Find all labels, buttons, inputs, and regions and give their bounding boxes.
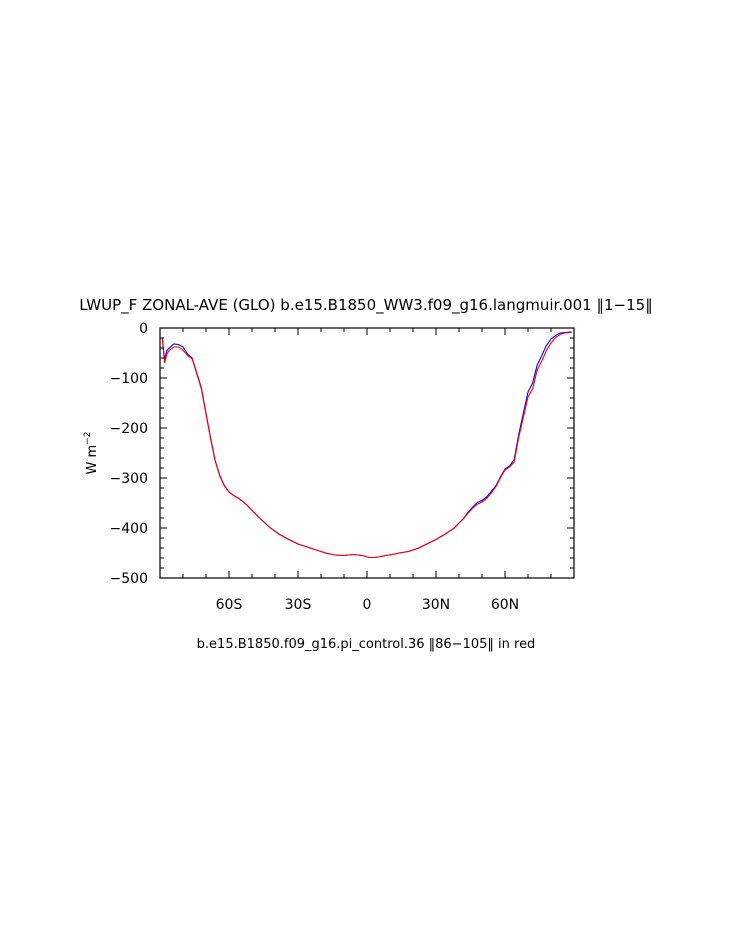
- y-tick-label: 0: [139, 321, 148, 337]
- x-tick-label: 30S: [285, 597, 312, 613]
- x-tick-label: 60S: [216, 597, 243, 613]
- tick-labels: 60S 30S 0 30N 60N 0 −100 −200 −300 −400 −500: [110, 321, 520, 613]
- y-tick-label: −300: [110, 471, 148, 487]
- x-tick-label: 0: [363, 597, 372, 613]
- chart-title: LWUP_F ZONAL-AVE (GLO) b.e15.B1850_WW3.f…: [79, 296, 652, 315]
- y-tick-label: −100: [110, 371, 148, 387]
- tick-marks: [160, 327, 574, 579]
- x-tick-label: 60N: [491, 597, 519, 613]
- x-tick-label: 30N: [422, 597, 450, 613]
- chart-subtitle: b.e15.B1850.f09_g16.pi_control.36 ‖86−10…: [197, 637, 536, 652]
- y-tick-label: −500: [110, 571, 148, 587]
- series-line-1: [161, 331, 572, 559]
- y-axis-label: W m−2: [83, 432, 100, 475]
- series-line-2: [161, 331, 572, 559]
- y-tick-label: −400: [110, 521, 148, 537]
- y-axis-label-base: W m: [85, 445, 100, 475]
- plot-series: [161, 331, 572, 559]
- plot-frame: [159, 327, 575, 579]
- y-tick-label: −200: [110, 421, 148, 437]
- y-axis-label-exponent: −2: [83, 432, 93, 445]
